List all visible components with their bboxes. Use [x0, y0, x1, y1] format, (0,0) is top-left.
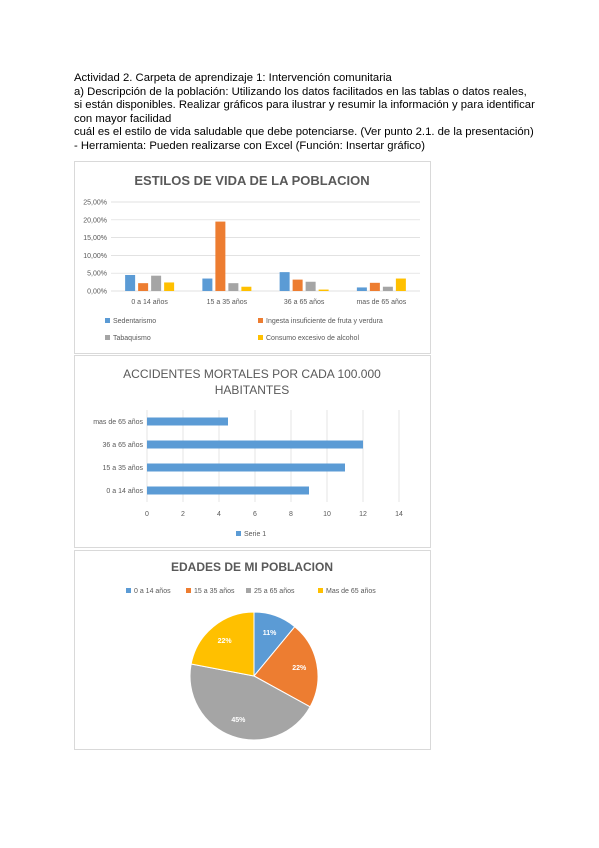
bar: [202, 278, 213, 291]
bar: [151, 275, 162, 291]
bar: [125, 274, 136, 291]
lifestyle-chart: ESTILOS DE VIDA DE LA POBLACION 0,00% 5,0…: [74, 161, 431, 354]
y-tick-label: 15 a 35 años: [103, 465, 144, 472]
pie-data-label: 22%: [218, 638, 233, 645]
x-tick-label: 10: [323, 511, 331, 518]
lifestyle-chart-svg: ESTILOS DE VIDA DE LA POBLACION 0,00% 5,0…: [83, 173, 420, 342]
bar: [382, 286, 393, 291]
chart-title: EDADES DE MI POBLACION: [171, 560, 333, 574]
y-tick-label: 25,00%: [83, 200, 107, 207]
bar: [147, 440, 363, 449]
chart-title-line: HABITANTES: [215, 383, 289, 397]
bar: [356, 287, 367, 291]
bar: [318, 289, 329, 291]
bar: [395, 278, 406, 291]
y-tick-label: 0,00%: [87, 289, 107, 296]
y-tick-label: mas de 65 años: [93, 419, 143, 426]
legend-swatch: [258, 335, 263, 340]
x-tick-label: 8: [289, 511, 293, 518]
bar: [147, 463, 345, 472]
x-tick-label: 36 a 65 años: [284, 299, 325, 306]
bar: [215, 221, 226, 291]
chart-title-line: ACCIDENTES MORTALES POR CADA 100.000: [123, 367, 381, 381]
bar: [279, 272, 290, 291]
x-tick-label: mas de 65 años: [356, 299, 406, 306]
x-tick-label: 14: [395, 511, 403, 518]
text-line: si están disponibles. Realizar gráficos …: [74, 99, 535, 112]
ages-chart: EDADES DE MI POBLACION 0 a 14 años 15 a 3…: [74, 550, 431, 750]
x-tick-label: 0 a 14 años: [131, 299, 168, 306]
y-tick-label: 0 a 14 años: [106, 488, 143, 495]
legend-swatch: [186, 588, 191, 593]
pie-slice: [190, 611, 255, 677]
legend-swatch: [258, 318, 263, 323]
x-tick-label: 0: [145, 511, 149, 518]
text-line: cuál es el estilo de vida saludable que …: [74, 126, 534, 139]
x-tick-label: 2: [181, 511, 185, 518]
legend-label: 25 a 65 años: [254, 588, 295, 595]
bar: [147, 486, 309, 495]
document-text: Actividad 2. Carpeta de aprendizaje 1: I…: [74, 72, 544, 154]
bar: [228, 283, 239, 291]
x-tick-label: 6: [253, 511, 257, 518]
y-tick-label: 15,00%: [83, 235, 107, 242]
text-line: Actividad 2. Carpeta de aprendizaje 1: I…: [74, 72, 392, 84]
legend-swatch: [318, 588, 323, 593]
accidents-chart-svg: ACCIDENTES MORTALES POR CADA 100.000 HAB…: [93, 367, 403, 538]
text-line: a) Descripción de la población: Utilizan…: [74, 85, 527, 98]
legend-label: Tabaquismo: [113, 335, 151, 342]
y-tick-label: 10,00%: [83, 253, 107, 260]
bar: [138, 283, 149, 291]
legend-swatch: [246, 588, 251, 593]
bar: [292, 279, 303, 291]
text-line: - Herramienta: Pueden realizarse con Exc…: [74, 139, 425, 152]
bar: [241, 286, 252, 291]
bar: [147, 417, 228, 426]
y-tick-label: 5,00%: [87, 271, 107, 278]
legend-label: Mas de 65 años: [326, 588, 376, 595]
pie-slice: [253, 625, 319, 708]
x-tick-label: 12: [359, 511, 367, 518]
pie-data-label: 11%: [263, 630, 277, 637]
x-tick-label: 15 a 35 años: [207, 299, 248, 306]
x-tick-label: 4: [217, 511, 221, 518]
legend-swatch: [236, 531, 241, 536]
y-tick-label: 36 a 65 años: [103, 442, 144, 449]
legend-label: Sedentarismo: [113, 318, 156, 325]
legend-label: Ingesta insuficiente de fruta y verdura: [266, 318, 383, 325]
text-line: con mayor facilidad: [74, 112, 172, 125]
legend-label: 15 a 35 años: [194, 588, 235, 595]
y-tick-label: 20,00%: [83, 217, 107, 224]
chart-title: ESTILOS DE VIDA DE LA POBLACION: [134, 173, 369, 188]
bar: [164, 282, 175, 291]
bar: [369, 282, 380, 291]
legend-label: 0 a 14 años: [134, 588, 171, 595]
legend-swatch: [126, 588, 131, 593]
legend-label: Serie 1: [244, 531, 266, 538]
legend-swatch: [105, 335, 110, 340]
legend-label: Consumo excesivo de alcohol: [266, 335, 359, 342]
pie-slice: [189, 663, 311, 741]
legend-swatch: [105, 318, 110, 323]
pie-data-label: 22%: [292, 665, 307, 672]
bar: [305, 281, 316, 291]
accidents-chart: ACCIDENTES MORTALES POR CADA 100.000 HAB…: [74, 355, 431, 548]
ages-chart-svg: EDADES DE MI POBLACION 0 a 14 años 15 a 3…: [126, 560, 376, 741]
pie-data-label: 45%: [231, 717, 246, 724]
